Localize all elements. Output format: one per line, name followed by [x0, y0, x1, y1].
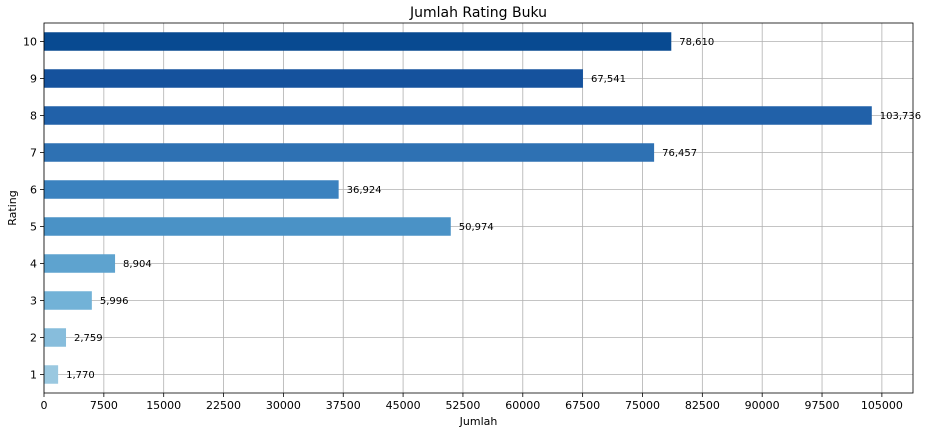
data-label: 1,770: [66, 370, 95, 381]
x-tick-label: 60000: [505, 399, 540, 412]
bar-rating-9: [44, 69, 583, 88]
bar-rating-1: [44, 365, 59, 384]
plot-frame: [43, 22, 914, 394]
y-tick-label: 7: [30, 147, 37, 160]
x-tick-label: 15000: [146, 399, 181, 412]
y-tick-label: 2: [30, 332, 37, 345]
data-label: 76,457: [662, 148, 697, 159]
bar-rating-5: [44, 217, 451, 236]
y-tick-label: 1: [30, 369, 37, 382]
x-tick-label: 7500: [90, 399, 118, 412]
data-label: 103,736: [880, 111, 921, 122]
chart-title: Jumlah Rating Buku: [409, 5, 547, 21]
bar-rating-3: [44, 291, 92, 310]
x-tick-label: 67500: [565, 399, 600, 412]
x-tick-label: 22500: [206, 399, 241, 412]
bar-rating-8: [44, 106, 872, 125]
bar-rating-6: [44, 180, 339, 199]
y-tick-label: 4: [30, 258, 37, 271]
x-tick-label: 37500: [326, 399, 361, 412]
data-labels: 1,770 2,759 5,996 8,904 50,974 36,924 76,457 10…: [66, 37, 921, 381]
bar-rating-7: [44, 143, 655, 162]
x-tick-label: 52500: [445, 399, 480, 412]
bar-rating-2: [44, 328, 67, 347]
bar-rating-4: [44, 254, 116, 273]
x-axis-title: Jumlah: [459, 415, 498, 427]
x-tick-label: 0: [41, 399, 48, 412]
data-label: 36,924: [347, 185, 382, 196]
y-tick-label: 5: [30, 221, 37, 234]
x-tick-label: 75000: [625, 399, 660, 412]
y-tick-label: 10: [23, 36, 37, 49]
x-tick-label: 82500: [685, 399, 720, 412]
y-tick-label: 6: [30, 184, 37, 197]
x-tick-label: 90000: [745, 399, 780, 412]
bars: [44, 32, 872, 384]
y-tick-label: 3: [30, 295, 37, 308]
y-tick-label: 9: [30, 73, 37, 86]
x-tick-label: 97500: [805, 399, 840, 412]
data-label: 50,974: [459, 222, 494, 233]
bar-rating-10: [44, 32, 672, 51]
y-axis-title: Rating: [6, 190, 19, 225]
x-tick-label: 30000: [266, 399, 301, 412]
x-tick-label: 105000: [861, 399, 903, 412]
x-tick-label: 45000: [386, 399, 421, 412]
data-label: 2,759: [74, 333, 103, 344]
data-label: 8,904: [123, 259, 152, 270]
y-tick-label: 8: [30, 110, 37, 123]
data-label: 78,610: [679, 37, 714, 48]
x-axis-ticks: 0 7500 15000 22500 30000 37500 45000 52500 60000…: [41, 393, 903, 412]
data-label: 67,541: [591, 74, 626, 85]
y-axis-ticks: 1 2 3 4 5 6 7 8 9 10: [23, 36, 44, 382]
data-label: 5,996: [100, 296, 129, 307]
